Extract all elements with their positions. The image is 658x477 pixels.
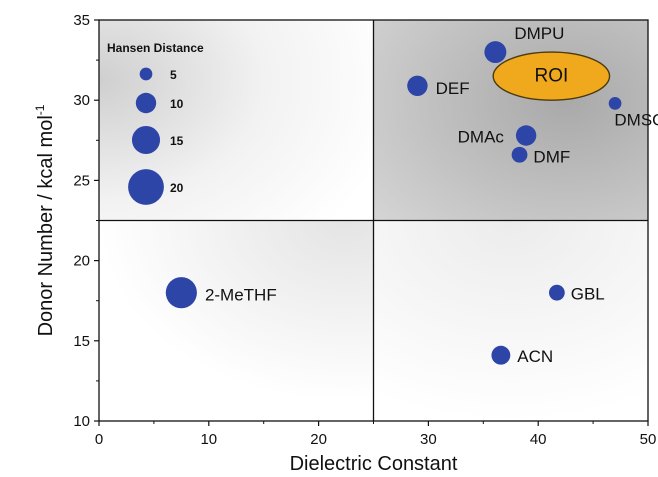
x-axis-label: Dielectric Constant [290, 453, 458, 475]
legend-label-15: 15 [170, 134, 184, 148]
point-def [407, 75, 428, 96]
x-tick-label: 10 [200, 431, 217, 448]
y-tick-label: 30 [73, 92, 90, 109]
y-tick-label: 35 [73, 12, 90, 29]
y-tick-label: 20 [73, 253, 90, 270]
y-tick-label: 25 [73, 172, 90, 189]
x-tick-label: 40 [530, 431, 547, 448]
roi-label: ROI [534, 66, 568, 87]
legend: Hansen Distance 5 10 15 20 [107, 41, 204, 205]
x-tick-label: 30 [420, 431, 437, 448]
legend-title: Hansen Distance [107, 41, 204, 55]
y-tick-label: 15 [73, 333, 90, 350]
point-2-methf [165, 277, 197, 309]
point-gbl [548, 284, 565, 301]
y-axis-label: Donor Number / kcal mol-1 [33, 104, 57, 336]
quadrant-shading [99, 20, 648, 421]
legend-label-20: 20 [170, 181, 184, 195]
y-tick-label: 10 [73, 413, 90, 430]
quadrant-bottom-right [373, 220, 648, 421]
point-dmf [511, 146, 528, 163]
data-points: DMPU DEF DMSO DMAc DMF 2-MeTHF GBL ACN [165, 24, 658, 366]
point-label-dmf: DMF [533, 148, 570, 167]
x-tick-label: 0 [95, 431, 103, 448]
legend-marker-5 [139, 67, 153, 81]
roi-region: ROI [492, 51, 611, 101]
point-dmac [515, 125, 537, 146]
legend-label-5: 5 [170, 68, 177, 82]
quadrant-dividers [99, 20, 648, 421]
x-tick-label: 50 [640, 431, 657, 448]
roi-ellipse [492, 51, 611, 101]
quadrant-top-right [373, 20, 648, 221]
point-label-gbl: GBL [571, 285, 605, 304]
legend-marker-20 [128, 169, 164, 205]
y-axis-label-superscript: -1 [33, 104, 47, 115]
point-dmpu [484, 41, 507, 64]
point-label-dmac: DMAc [458, 127, 505, 146]
legend-label-10: 10 [170, 97, 184, 111]
point-dmso [608, 97, 622, 110]
point-label-dmpu: DMPU [514, 24, 564, 43]
point-acn [491, 345, 511, 365]
legend-marker-10 [135, 92, 157, 114]
point-label-dmso: DMSO [614, 110, 658, 129]
axes: 0 10 20 30 40 50 10 15 20 25 30 35 [73, 12, 656, 448]
point-label-acn: ACN [517, 347, 553, 366]
y-axis-label-main: Donor Number / kcal mol [35, 115, 57, 336]
point-label-2-methf: 2-MeTHF [205, 286, 277, 305]
legend-marker-15 [131, 125, 161, 155]
point-label-def: DEF [436, 79, 470, 98]
x-tick-label: 20 [310, 431, 327, 448]
quadrant-bottom-left [99, 220, 374, 421]
